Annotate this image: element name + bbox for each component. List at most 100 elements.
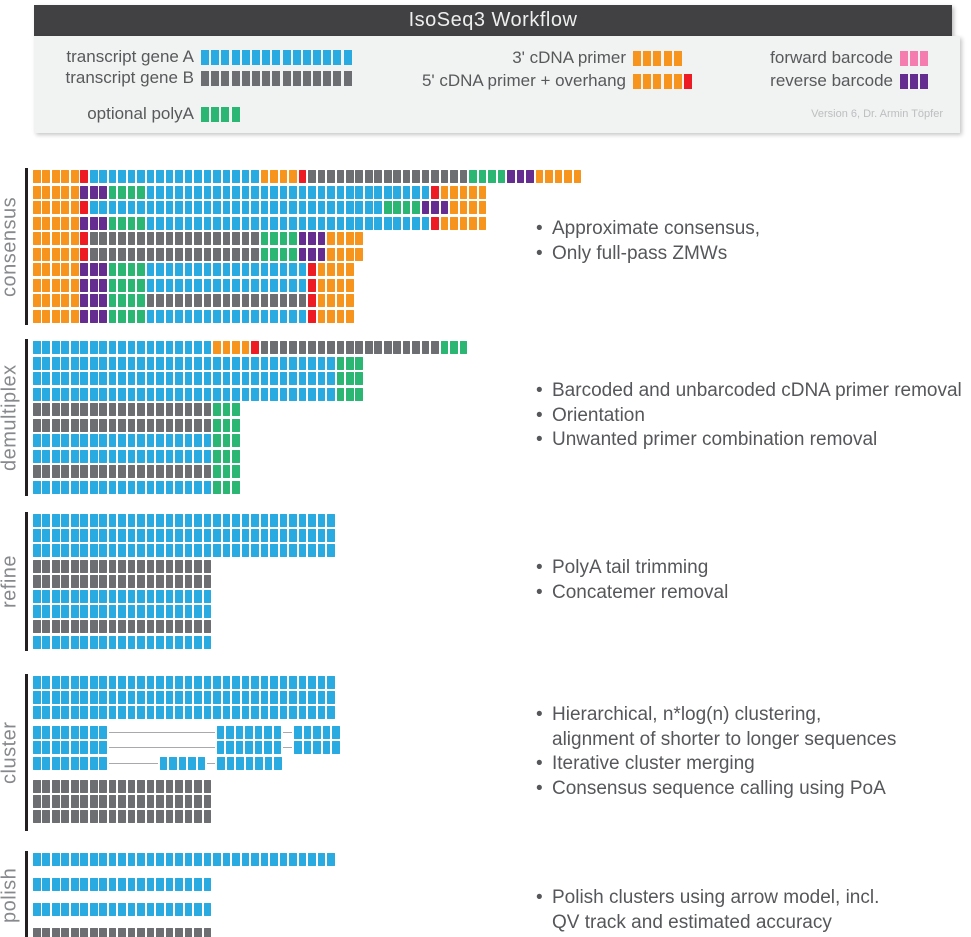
blue-block — [260, 853, 269, 866]
gray-block — [146, 465, 155, 478]
blue-block — [80, 480, 89, 494]
blue-block — [194, 216, 202, 230]
blue-block — [51, 741, 60, 754]
orange-block — [478, 201, 487, 214]
blue-block — [70, 589, 79, 603]
blue-block — [165, 185, 174, 199]
blue-block — [222, 356, 231, 370]
blue-block — [146, 216, 155, 230]
blue-block — [42, 589, 51, 603]
blue-block — [289, 185, 297, 199]
purple-block — [89, 294, 98, 307]
gray-block — [70, 780, 79, 793]
gray-block — [99, 559, 107, 573]
orange-block — [355, 232, 364, 245]
blue-block — [70, 480, 79, 494]
orange-block — [345, 294, 354, 307]
gray-block — [175, 418, 183, 432]
gray-block — [203, 465, 212, 478]
purple-block — [80, 278, 89, 292]
blue-block — [289, 216, 297, 230]
blue-block — [255, 757, 263, 770]
blue-block — [80, 741, 89, 754]
blue-block — [279, 387, 288, 401]
blue-block — [270, 356, 278, 370]
bullet-icon: • — [536, 380, 543, 401]
gray-block — [89, 232, 98, 245]
orange-block — [42, 263, 51, 276]
blue-block — [146, 201, 155, 214]
red-block — [80, 201, 89, 214]
blue-block — [317, 691, 326, 704]
blue-block — [137, 676, 145, 689]
green-block — [289, 247, 297, 261]
gray-block — [89, 795, 98, 808]
blue-block — [279, 706, 288, 719]
sequence-row — [33, 170, 582, 183]
blue-block — [156, 185, 164, 199]
gray-block — [327, 341, 335, 354]
blue-block — [402, 216, 411, 230]
sequence-row — [33, 309, 581, 323]
gray-block — [89, 620, 98, 634]
blue-block — [184, 514, 193, 527]
blue-block — [203, 514, 212, 527]
orange-block — [336, 247, 345, 261]
gray-block — [108, 574, 117, 588]
gray-block — [156, 559, 164, 573]
blue-block — [213, 263, 221, 276]
gray-block — [137, 232, 145, 245]
blue-block — [184, 529, 193, 543]
note-line: • Only full-pass ZMWs — [536, 242, 966, 267]
blue-block — [175, 544, 183, 558]
blue-block — [302, 49, 311, 65]
blue-block — [127, 853, 136, 866]
blue-block — [108, 676, 117, 689]
bullet-icon: • — [536, 581, 543, 603]
orange-block — [33, 170, 41, 183]
green-block — [412, 201, 420, 214]
sequence-row — [33, 434, 467, 447]
gray-block — [194, 795, 202, 808]
orange-block — [33, 201, 41, 214]
gray-block — [80, 928, 89, 937]
pink-block — [900, 50, 908, 66]
gray-block — [184, 232, 193, 245]
gray-block — [127, 418, 136, 432]
blue-block — [146, 589, 155, 603]
green-block — [127, 185, 136, 199]
blue-block — [165, 676, 174, 689]
gray-block — [127, 810, 136, 823]
gray-block — [165, 780, 174, 793]
section-consensus: consensus • Approximate consensus, • Only f… — [0, 168, 971, 325]
gray-block — [260, 341, 269, 354]
blue-block — [51, 434, 60, 447]
blue-block — [33, 434, 41, 447]
blue-block — [99, 878, 107, 891]
blue-block — [118, 201, 126, 214]
blue-block — [232, 263, 240, 276]
blue-block — [175, 589, 183, 603]
blue-block — [42, 726, 51, 739]
gray-block — [108, 559, 117, 573]
blue-block — [279, 691, 288, 704]
blue-block — [127, 878, 136, 891]
blue-block — [99, 903, 107, 916]
blue-block — [99, 605, 107, 619]
green-block — [222, 434, 231, 447]
gray-block — [42, 795, 51, 808]
blue-block — [184, 387, 193, 401]
blue-block — [175, 309, 183, 323]
blue-block — [165, 514, 174, 527]
blue-block — [175, 878, 183, 891]
pink-block — [910, 50, 919, 66]
blue-block — [345, 216, 354, 230]
orange-block — [51, 216, 60, 230]
blue-block — [327, 185, 335, 199]
note-line: • Orientation — [536, 404, 966, 429]
gray-block — [313, 70, 322, 86]
gray-block — [184, 247, 193, 261]
orange-block — [70, 185, 79, 199]
blue-block — [203, 309, 212, 323]
blue-block — [108, 449, 117, 463]
